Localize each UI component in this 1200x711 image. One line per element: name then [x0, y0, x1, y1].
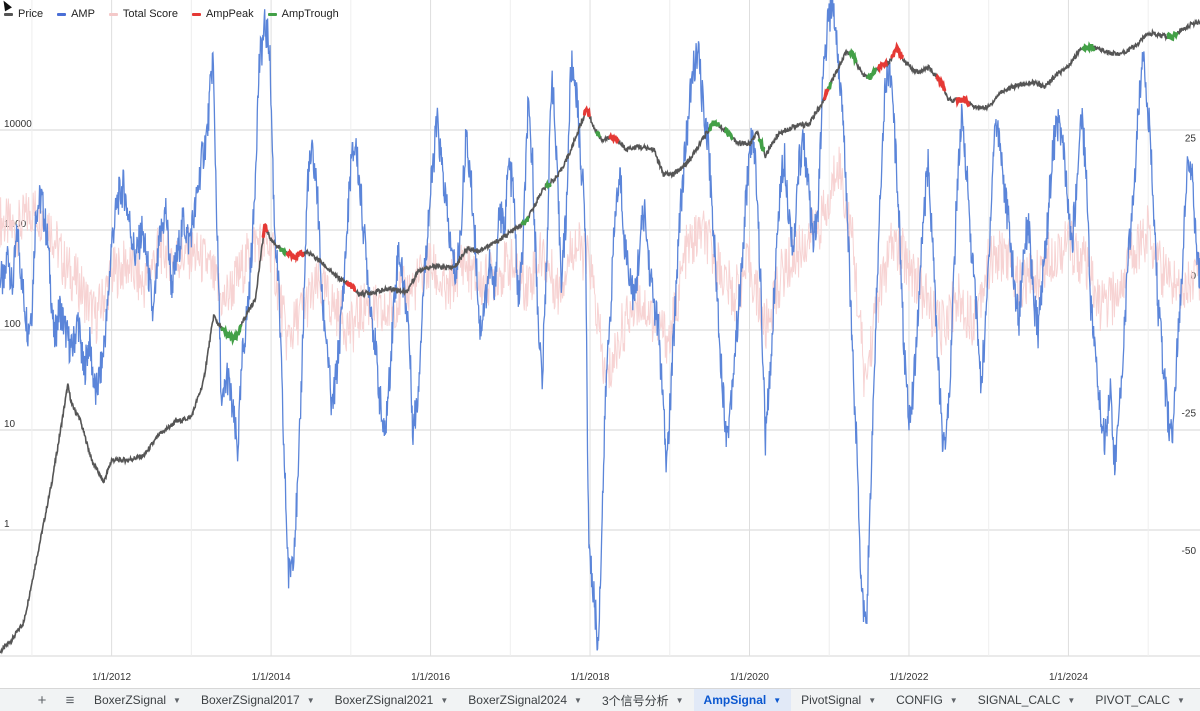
- x-tick-label: 1/1/2024: [1049, 672, 1088, 683]
- y-left-tick-label: 1000: [4, 219, 27, 230]
- series-price-line: [0, 18, 1200, 655]
- series-amptrough-segment: [757, 136, 766, 153]
- tab-dropdown-icon[interactable]: ▼: [440, 695, 449, 705]
- legend-amp: AMP: [57, 8, 95, 20]
- legend-label-amptrough: AmpTrough: [281, 8, 339, 20]
- series-amptrough-segment: [520, 216, 530, 226]
- tab-boxerzsignal2024[interactable]: BoxerZSignal2024 ▼: [458, 689, 592, 711]
- tab-dropdown-icon[interactable]: ▼: [949, 695, 958, 705]
- tab-label: PivotSignal: [801, 693, 862, 707]
- legend-swatch-amppeak: [191, 12, 201, 16]
- tab-label: BoxerZSignal2017: [200, 693, 300, 707]
- tab-label: PIVOT_CALC: [1095, 693, 1171, 707]
- tab-dropdown-icon[interactable]: ▼: [868, 695, 877, 705]
- series-amppeak-segment: [582, 105, 591, 118]
- tab-dropdown-icon[interactable]: ▼: [1067, 695, 1076, 705]
- series-amppeak-segment: [608, 131, 620, 145]
- sheet-tab-bar: + ≡ BoxerZSignal ▼ BoxerZSignal2017 ▼ Bo…: [0, 688, 1200, 711]
- series-amptrough-segment: [1081, 41, 1096, 54]
- tab-config[interactable]: CONFIG ▼: [886, 689, 968, 711]
- series-amppeak-segment: [935, 73, 947, 92]
- tab-boxerzsignal[interactable]: BoxerZSignal ▼: [84, 689, 191, 711]
- series-amppeak-segment: [261, 223, 269, 239]
- tab-dropdown-icon[interactable]: ▼: [306, 695, 315, 705]
- legend-swatch-amptrough: [267, 12, 277, 16]
- chart-area: 1 10 100 1000 10000 1/1/2012 1/1/2014 1/1/2016 1…: [0, 0, 1200, 683]
- y-left-tick-label: 10: [4, 419, 16, 430]
- legend-label-amppeak: AmpPeak: [205, 8, 254, 20]
- y-right-tick-label: -25: [1182, 409, 1197, 420]
- tab-pivot-calc[interactable]: PIVOT_CALC ▼: [1085, 689, 1195, 711]
- legend-swatch-price: [4, 12, 13, 16]
- legend-label-amp: AMP: [71, 8, 95, 20]
- y-left-tick-label: 100: [4, 319, 21, 330]
- tab-dropdown-icon[interactable]: ▼: [773, 695, 782, 705]
- series-amptrough-segment: [724, 126, 734, 141]
- y-right-tick-label: -50: [1182, 546, 1197, 557]
- series-amptrough-segment: [826, 81, 832, 92]
- series-amppeak-segment: [823, 88, 830, 101]
- series-amptrough-segment: [595, 130, 601, 138]
- tab-label: BoxerZSignal: [94, 693, 167, 707]
- legend-price: Price: [4, 8, 43, 20]
- series-amptrough-segment: [708, 119, 721, 132]
- all-sheets-menu-icon[interactable]: ≡: [65, 691, 75, 709]
- x-tick-label: 1/1/2018: [571, 672, 610, 683]
- legend-label-price: Price: [18, 8, 44, 20]
- tab-dropdown-icon[interactable]: ▼: [1177, 695, 1185, 705]
- x-tick-label: 1/1/2014: [252, 672, 291, 683]
- tab-label: 3个信号分析: [601, 693, 669, 708]
- legend-label-total-score: Total Score: [122, 8, 178, 20]
- y-left-tick-label: 1: [4, 519, 10, 530]
- tab-pivotsignal[interactable]: PivotSignal ▼: [791, 689, 886, 711]
- legend-amppeak: AmpPeak: [191, 8, 254, 20]
- series-amptrough-segment: [220, 324, 243, 346]
- chart-legend: Price AMP Total Score AmpPeak AmpTrough: [4, 8, 339, 20]
- tab-label: SIGNAL_CALC: [977, 693, 1061, 707]
- x-tick-label: 1/1/2020: [730, 672, 769, 683]
- legend-swatch-amp: [57, 12, 67, 16]
- tab-dropdown-icon[interactable]: ▼: [173, 695, 181, 705]
- legend-total-score: Total Score: [108, 8, 178, 20]
- legend-amptrough: AmpTrough: [267, 8, 339, 20]
- tab-ampsignal[interactable]: AmpSignal ▼: [693, 689, 792, 711]
- tab-dropdown-icon[interactable]: ▼: [574, 695, 582, 705]
- tab-label: BoxerZSignal2024: [468, 693, 568, 707]
- tab-signal-calc[interactable]: SIGNAL_CALC ▼: [968, 689, 1086, 711]
- tab-3-signal-analysis[interactable]: 3个信号分析 ▼: [592, 689, 694, 711]
- add-sheet-icon[interactable]: +: [37, 691, 47, 709]
- series-amptrough-segment: [848, 48, 858, 67]
- series-amppeak-segment: [877, 57, 888, 74]
- legend-swatch-total-score: [108, 12, 118, 16]
- tab-boxerzsignal2021[interactable]: BoxerZSignal2021 ▼: [325, 689, 459, 711]
- series-amptrough-segment: [544, 179, 552, 190]
- series-total-score-line: [0, 146, 1200, 398]
- series-amppeak-segment: [955, 94, 971, 108]
- x-tick-label: 1/1/2022: [890, 672, 929, 683]
- tab-label: AmpSignal: [703, 693, 767, 707]
- x-tick-label: 1/1/2016: [411, 672, 450, 683]
- series-amppeak-segment: [285, 248, 305, 264]
- y-right-tick-label: 25: [1185, 134, 1197, 145]
- tab-label: CONFIG: [896, 693, 943, 707]
- series-amptrough-segment: [279, 246, 287, 258]
- series-amptrough-segment: [866, 65, 877, 80]
- tab-label: BoxerZSignal2021: [334, 693, 434, 707]
- tab-dropdown-icon[interactable]: ▼: [675, 695, 684, 705]
- tab-boxerzsignal2017[interactable]: BoxerZSignal2017 ▼: [191, 689, 325, 711]
- chart: 1 10 100 1000 10000 1/1/2012 1/1/2014 1/1/2016 1…: [0, 0, 1200, 683]
- series-amppeak-segment: [345, 280, 357, 292]
- series-amptrough-segment: [1166, 30, 1179, 42]
- y-left-tick-label: 10000: [4, 119, 32, 130]
- series-amp-line: [0, 0, 1200, 651]
- x-tick-label: 1/1/2012: [92, 672, 131, 683]
- series-amppeak-segment: [890, 41, 904, 61]
